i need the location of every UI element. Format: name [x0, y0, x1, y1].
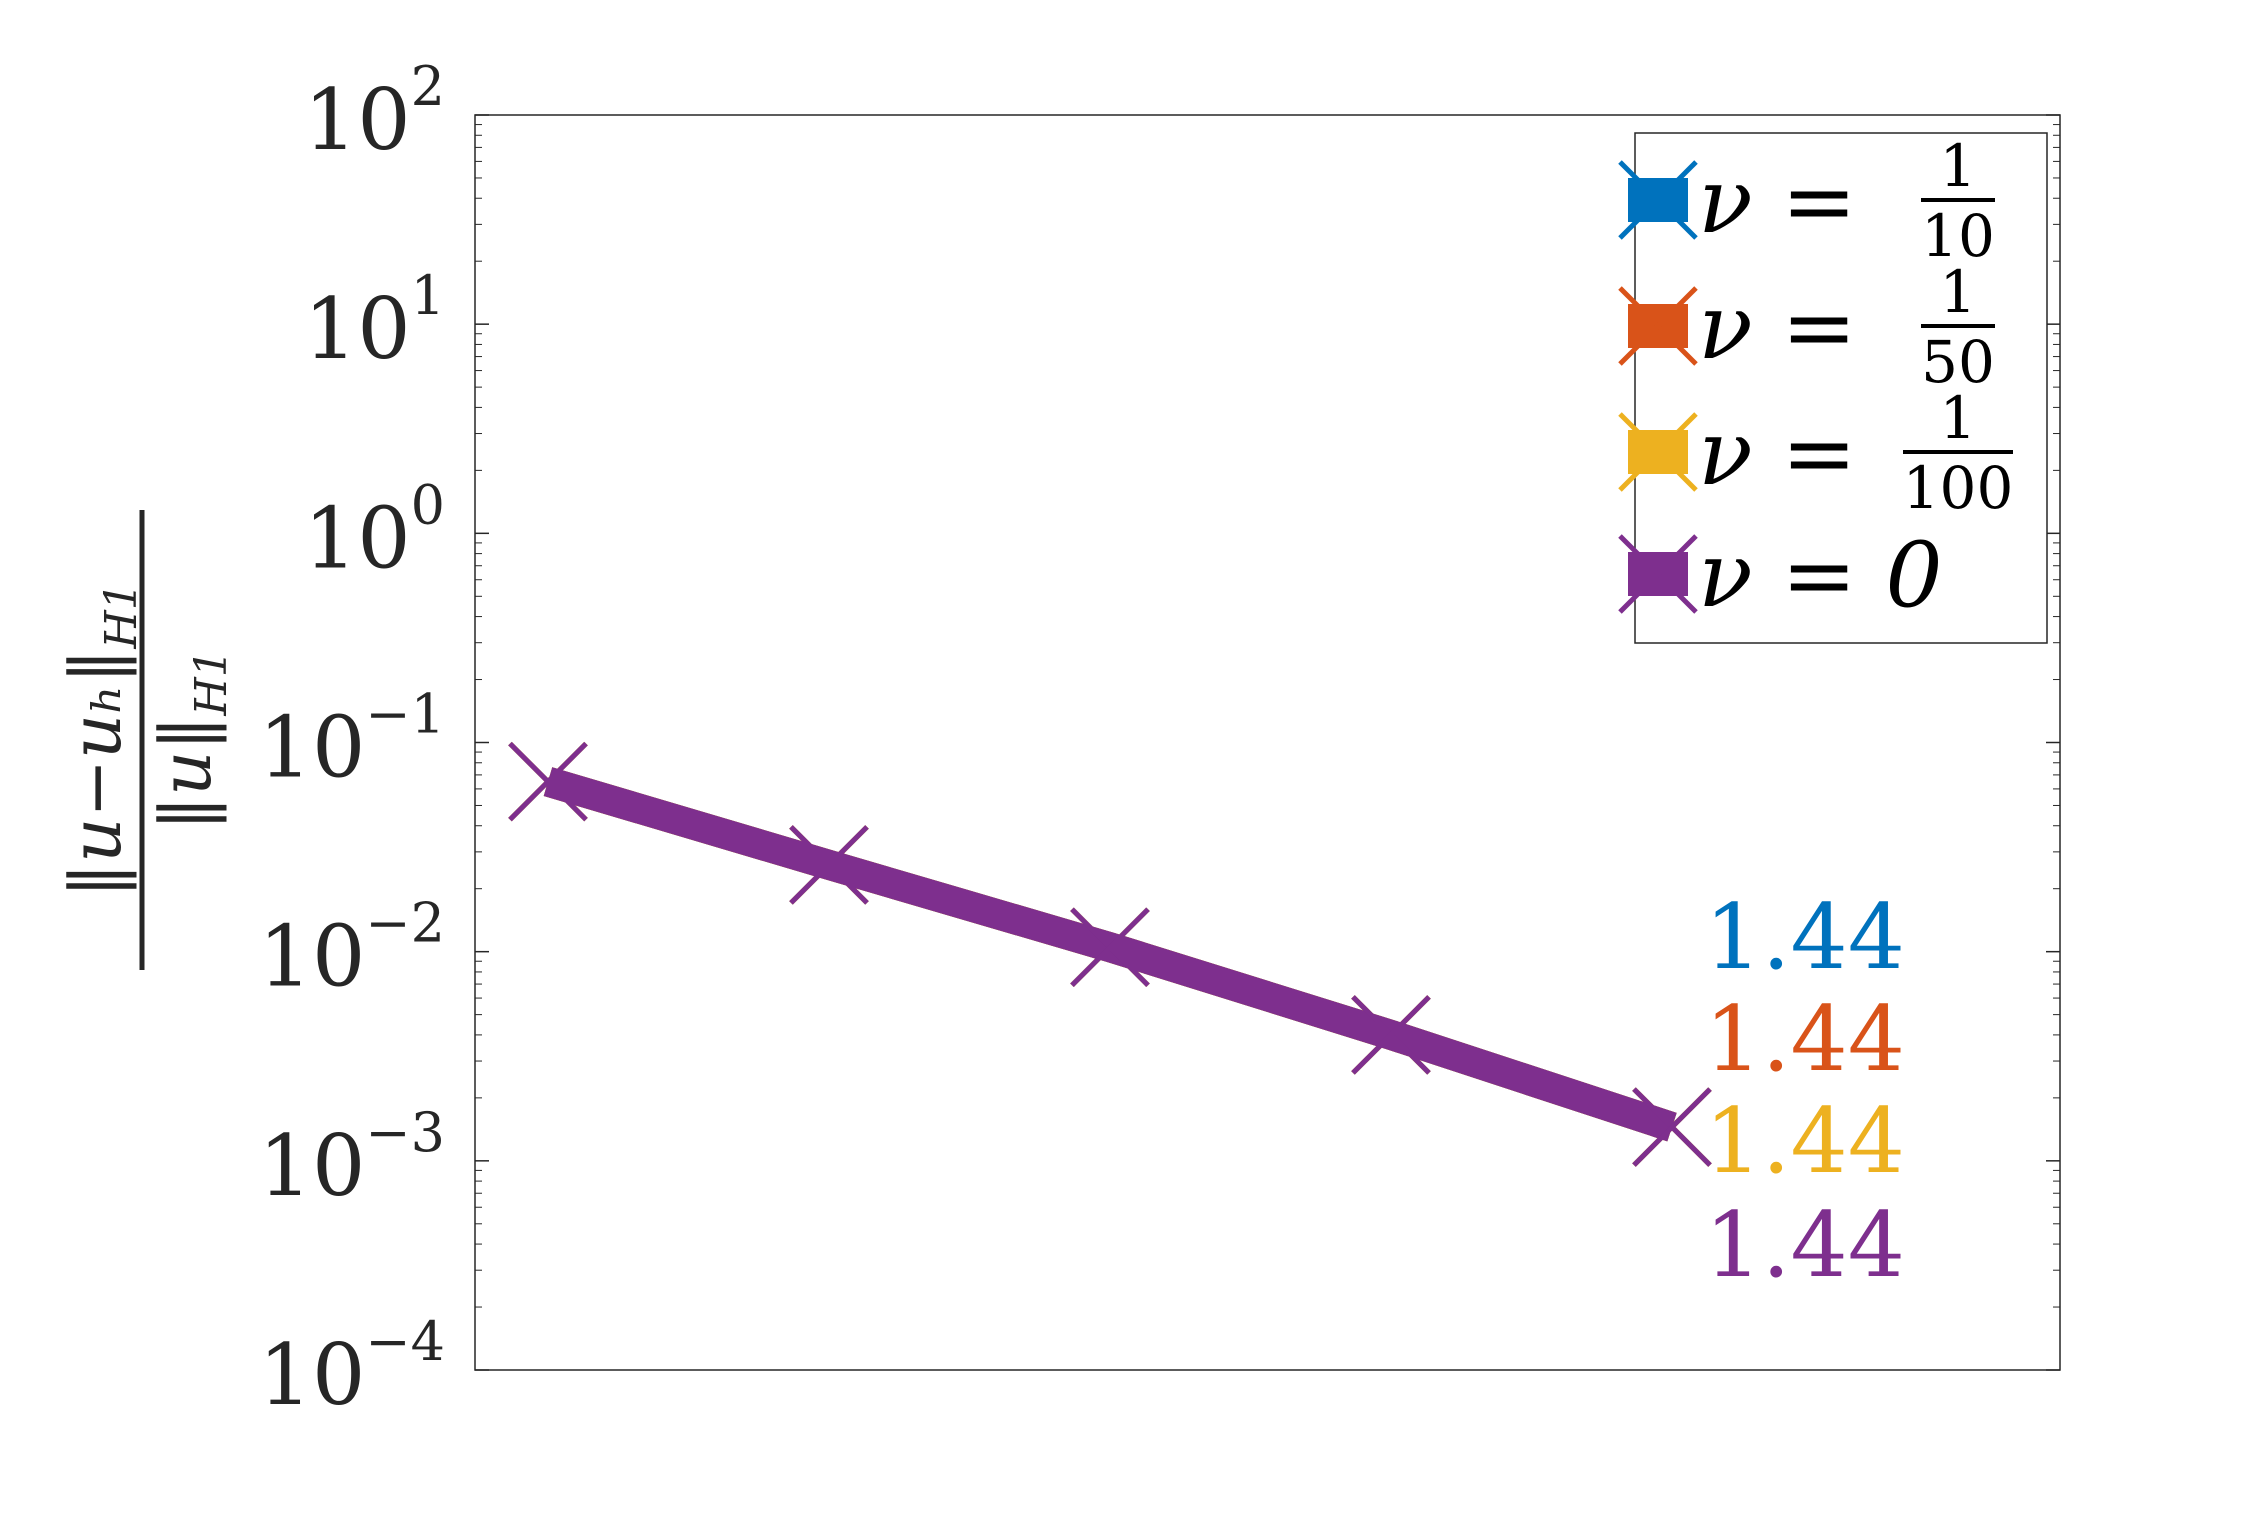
series-lines	[508, 741, 1712, 1167]
rate-label-1: 1.44	[1705, 885, 1905, 990]
legend-fraction-numerator: 1	[1940, 384, 1977, 452]
ytick-exponent: −2	[365, 892, 445, 955]
legend-marker	[1618, 534, 1698, 614]
ytick-label: 10−3	[259, 1101, 446, 1215]
minor-ticks	[475, 124, 2060, 1308]
ylabel-numerator-sub: H1	[96, 582, 147, 649]
ytick-exponent: −4	[365, 1310, 445, 1373]
ytick-base: 10	[259, 699, 366, 797]
legend-marker	[1618, 412, 1698, 492]
ytick-exponent: 1	[411, 264, 445, 327]
ytick-label: 10−2	[259, 892, 446, 1006]
ytick-exponent: 0	[411, 473, 445, 536]
legend-box	[1634, 132, 2048, 644]
legend-label: ν = 0	[1698, 523, 1943, 628]
legend-fraction-denominator: 10	[1921, 202, 1995, 270]
series-4-marker	[789, 825, 869, 905]
ytick-label: 10−1	[259, 683, 446, 797]
rate-label-3: 1.44	[1705, 1089, 1905, 1194]
legend-label: ν =	[1698, 149, 1857, 254]
svg-text:‖u−uₕ‖H1: ‖u−uₕ‖H1	[55, 582, 147, 897]
ytick-label: 100	[304, 473, 445, 587]
ytick-base: 10	[304, 280, 411, 378]
y-axis-label: ‖u−uₕ‖H1 ‖u‖H1	[55, 510, 237, 970]
major-ticks	[475, 114, 2060, 1371]
legend-fraction-numerator: 1	[1940, 132, 1977, 200]
ytick-base: 10	[304, 489, 411, 587]
ylabel-denominator: ‖u‖	[145, 716, 227, 831]
series-4-marker	[1351, 995, 1431, 1075]
ytick-base: 10	[259, 1117, 366, 1215]
ytick-base: 10	[259, 1326, 366, 1424]
ytick-exponent: −3	[365, 1101, 445, 1164]
ytick-base: 10	[259, 908, 366, 1006]
ytick-label: 10−4	[259, 1310, 446, 1424]
legend-marker	[1618, 286, 1698, 366]
ytick-exponent: 2	[411, 55, 445, 118]
legend-label: ν =	[1698, 401, 1857, 506]
legend-fraction-denominator: 50	[1921, 328, 1995, 396]
ytick-label: 102	[304, 55, 445, 169]
legend-label: ν =	[1698, 275, 1857, 380]
svg-text:‖u‖H1: ‖u‖H1	[145, 649, 237, 830]
legend-fraction-numerator: 1	[1940, 258, 1977, 326]
legend-entry-2: ν = 150	[1618, 258, 1995, 396]
rate-label-2: 1.44	[1705, 987, 1905, 1092]
rate-labels: 1.441.441.441.44	[1705, 885, 1905, 1298]
ylabel-denominator-sub: H1	[186, 649, 237, 716]
legend-entry-4: ν = 0	[1618, 523, 1943, 628]
series-4-marker	[508, 741, 588, 822]
series-4-marker	[1632, 1087, 1712, 1167]
ylabel-numerator: ‖u−uₕ‖	[55, 649, 137, 898]
ytick-exponent: −1	[365, 683, 445, 746]
legend-fraction-denominator: 100	[1903, 454, 2014, 522]
rate-label-4: 1.44	[1705, 1193, 1905, 1298]
ytick-base: 10	[304, 71, 411, 169]
ytick-label: 101	[304, 264, 445, 378]
series-4-marker	[1070, 907, 1150, 988]
legend-marker	[1618, 160, 1698, 240]
legend-entry-1: ν = 110	[1618, 132, 1995, 270]
